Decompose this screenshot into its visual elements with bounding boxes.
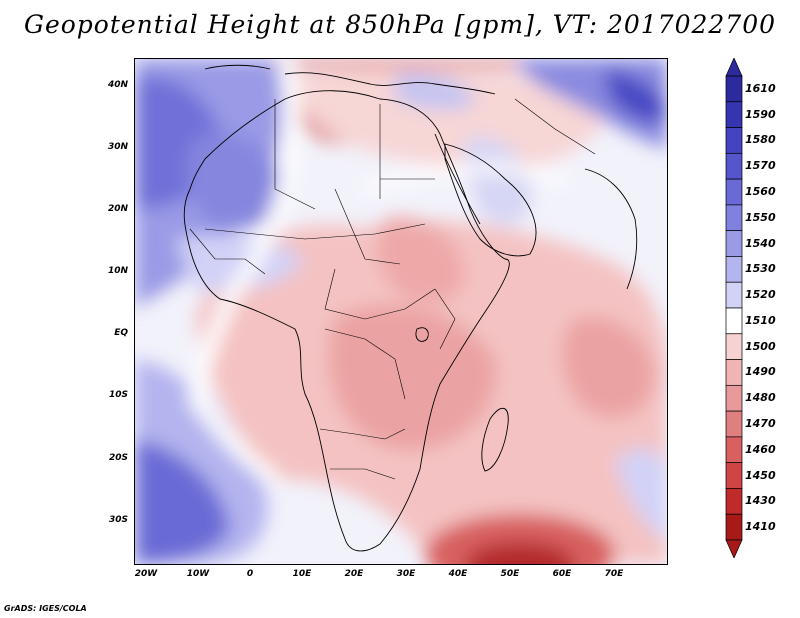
mediterranean-north-coast bbox=[284, 72, 496, 95]
colorbar-label-1550: 1550 bbox=[745, 210, 776, 224]
indian-ocean-low bbox=[562, 317, 655, 418]
colorbar-bottom-arrow bbox=[725, 539, 743, 558]
colorbar-label-1540: 1540 bbox=[745, 236, 776, 250]
border-iran bbox=[514, 98, 596, 155]
colorbar-swatch-1450 bbox=[725, 462, 743, 489]
lat-label-20s: 20S bbox=[108, 453, 128, 463]
southern-ocean-core bbox=[465, 542, 575, 564]
colorbar-label-1490: 1490 bbox=[745, 365, 776, 379]
colorbar-swatch-1560 bbox=[725, 178, 743, 206]
lon-label-20w: 20W bbox=[134, 569, 158, 579]
lat-label-40n: 40N bbox=[107, 80, 128, 90]
west-africa-blue bbox=[175, 235, 305, 291]
asia-high-core bbox=[605, 69, 667, 123]
colorbar-swatch-1460 bbox=[725, 436, 743, 464]
lon-label-70e: 70E bbox=[604, 569, 624, 579]
colorbar-swatch-1530 bbox=[725, 256, 743, 283]
east-africa-low bbox=[376, 217, 465, 303]
lon-label-50e: 50E bbox=[500, 569, 520, 579]
lon-label-30e: 30E bbox=[396, 569, 416, 579]
colorbar-swatch-1430 bbox=[725, 488, 743, 515]
colorbar-swatch-1540 bbox=[725, 230, 743, 257]
colorbar-label-1520: 1520 bbox=[745, 288, 776, 302]
border-sahel bbox=[204, 223, 426, 240]
colorbar-swatch-1570 bbox=[725, 152, 743, 180]
central-africa-low bbox=[328, 304, 497, 451]
lat-label-eq: EQ bbox=[114, 328, 128, 338]
coastlines bbox=[183, 64, 638, 552]
lon-label-20e: 20E bbox=[344, 569, 364, 579]
contour-1510-north bbox=[363, 163, 567, 194]
geopotential-shading bbox=[135, 59, 667, 564]
east-med-high bbox=[395, 73, 475, 110]
colorbar-label-1470: 1470 bbox=[745, 417, 776, 430]
border-westafrica bbox=[189, 228, 266, 275]
colorbar bbox=[725, 58, 743, 558]
colorbar-label-1570: 1570 bbox=[745, 159, 776, 173]
lon-label-0: 0 bbox=[246, 569, 254, 579]
colorbar-swatch-1580 bbox=[725, 127, 743, 154]
colorbar-top-arrow bbox=[725, 58, 743, 77]
colorbar-label-1510: 1510 bbox=[745, 313, 776, 327]
colorbar-swatch-1410 bbox=[725, 513, 743, 541]
colorbar-label-1580: 1580 bbox=[745, 133, 776, 147]
lat-label-30s: 30S bbox=[108, 515, 128, 525]
lat-label-20n: 20N bbox=[107, 204, 128, 214]
iberia-coast bbox=[204, 64, 271, 70]
border-chad bbox=[334, 188, 401, 265]
colorbar-swatch-1480 bbox=[725, 384, 743, 412]
colorbar-swatch-1510 bbox=[725, 307, 743, 335]
map-title: Geopotential Height at 850hPa [gpm], VT:… bbox=[23, 10, 777, 39]
colorbar-swatch-1520 bbox=[725, 281, 743, 309]
lon-label-60e: 60E bbox=[552, 569, 572, 579]
lon-label-10e: 10E bbox=[292, 569, 312, 579]
lon-label-40e: 40E bbox=[448, 569, 468, 579]
colorbar-label-1560: 1560 bbox=[745, 185, 776, 198]
colorbar-label-1610: 1610 bbox=[745, 81, 776, 95]
colorbar-swatch-1590 bbox=[725, 101, 743, 128]
borders bbox=[189, 98, 596, 480]
colorbar-label-1460: 1460 bbox=[745, 442, 776, 456]
colorbar-label-1530: 1530 bbox=[745, 262, 776, 276]
south-indian-high bbox=[615, 448, 667, 539]
atlantic-high-south-core bbox=[135, 439, 230, 564]
southern-ocean-low bbox=[425, 514, 615, 564]
india-coastline bbox=[584, 168, 638, 290]
border-south bbox=[319, 428, 406, 440]
border-east bbox=[434, 288, 456, 350]
colorbar-swatch-1470 bbox=[725, 410, 743, 438]
grads-credit: GrADS: IGES/COLA bbox=[4, 604, 87, 613]
colorbar-label-1410: 1410 bbox=[745, 520, 776, 534]
top-red-strip bbox=[135, 59, 667, 69]
border-algeria bbox=[274, 99, 316, 210]
colorbar-swatch-1610 bbox=[725, 75, 743, 103]
border-southern bbox=[330, 468, 396, 480]
colorbar-swatch-1490 bbox=[725, 359, 743, 386]
geopotential-field-map bbox=[135, 59, 667, 564]
north-africa-band bbox=[285, 68, 615, 171]
colorbar-label-1480: 1480 bbox=[745, 391, 776, 405]
border-congo bbox=[324, 328, 406, 400]
lon-label-10w: 10W bbox=[186, 569, 210, 579]
contour-1510-west bbox=[187, 59, 300, 485]
colorbar-label-1450: 1450 bbox=[745, 468, 776, 482]
lat-label-10s: 10S bbox=[108, 390, 128, 400]
colorbar-label-1430: 1430 bbox=[745, 494, 776, 508]
colorbar-label-1590: 1590 bbox=[745, 107, 776, 121]
lake-victoria bbox=[415, 327, 429, 342]
madagascar-coastline bbox=[481, 407, 509, 472]
colorbar-swatch-1500 bbox=[725, 333, 743, 360]
border-central bbox=[324, 268, 436, 320]
lat-label-30n: 30N bbox=[107, 142, 128, 152]
map-panel[interactable] bbox=[134, 58, 668, 565]
lat-label-10n: 10N bbox=[107, 266, 128, 276]
arabian-peninsula-coastline bbox=[444, 143, 537, 257]
sahara-high bbox=[186, 132, 285, 229]
colorbar-label-1500: 1500 bbox=[745, 339, 776, 353]
africa-coastline bbox=[183, 90, 510, 552]
red-sea bbox=[434, 133, 481, 225]
colorbar-swatch-1550 bbox=[725, 204, 743, 232]
